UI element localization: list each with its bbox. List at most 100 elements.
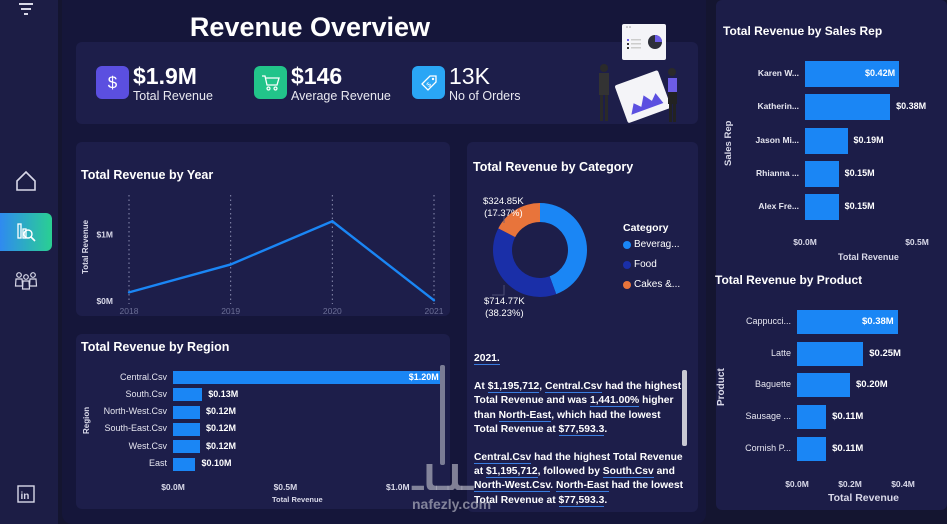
data-point[interactable] <box>331 220 334 223</box>
x-tick-label: $0.0M <box>161 482 185 492</box>
category-label: Alex Fre... <box>758 201 799 212</box>
data-label-pct: (38.23%) <box>485 308 524 319</box>
bar[interactable] <box>173 422 200 436</box>
analytics-icon <box>17 223 36 242</box>
cart-icon <box>254 66 287 99</box>
data-label: $0.11M <box>832 411 864 423</box>
category-label: East <box>148 458 167 468</box>
data-label: $0.38M <box>862 316 894 327</box>
category-label: Karen W... <box>757 68 799 78</box>
x-tick-label: $0.2M <box>838 479 862 489</box>
svg-text:$: $ <box>425 81 433 89</box>
x-axis-label: Total Revenue <box>272 495 323 504</box>
kpi-orders: $ 13K No of Orders <box>412 63 521 103</box>
donut-slice[interactable] <box>493 228 557 297</box>
kpi-label: Total Revenue <box>133 89 213 103</box>
y-tick-label: $0M <box>96 296 113 306</box>
bar[interactable] <box>805 127 848 154</box>
bar[interactable] <box>797 373 850 398</box>
category-label: Cornish P... <box>745 442 791 453</box>
y-tick-label: $1M <box>96 230 113 240</box>
watermark-text: nafezly.com <box>412 496 492 512</box>
category-label: Baguette <box>754 379 791 390</box>
bar[interactable] <box>797 310 898 334</box>
nav-home[interactable] <box>0 162 52 200</box>
x-axis-label: Total Revenue <box>838 252 899 262</box>
bar[interactable] <box>805 94 891 121</box>
x-tick-label: $0.0M <box>785 479 809 489</box>
category-label: South-East.Csv <box>104 423 167 434</box>
legend-dot <box>623 240 631 249</box>
legend-dot <box>623 260 631 269</box>
bar[interactable] <box>805 61 900 87</box>
data-label: $0.12M <box>205 440 236 451</box>
sidebar: in <box>0 0 58 524</box>
narrative-text: 2021. <box>474 353 500 365</box>
category-label: Central.Csv <box>119 371 167 382</box>
smart-narrative: 2021. At $1,195,712, Central.Csv had the… <box>474 352 684 510</box>
legend-item-beverages[interactable]: Beverag... <box>623 239 680 250</box>
bar[interactable] <box>805 160 839 187</box>
x-tick-label: $0.4M <box>891 479 915 489</box>
kpi-label: Average Revenue <box>291 89 391 103</box>
bar[interactable] <box>797 405 827 430</box>
narrative-scrollbar[interactable] <box>682 370 687 446</box>
bar[interactable] <box>805 194 839 221</box>
data-label-value: $714.77K <box>484 296 525 307</box>
legend-item-food[interactable]: Food <box>623 259 657 270</box>
kpi-total-revenue: $ $1.9M Total Revenue <box>96 63 213 103</box>
data-label: $0.12M <box>205 423 236 434</box>
data-label: $0.15M <box>844 167 875 178</box>
bar[interactable] <box>173 405 200 419</box>
filter-button[interactable] <box>0 0 52 28</box>
narrative-paragraph: At $1,195,712, Central.Csv had the highe… <box>474 381 682 436</box>
data-label: $0.10M <box>201 458 232 468</box>
data-point[interactable] <box>127 291 131 294</box>
data-label-cakes: $324.85K (17.37%) <box>483 196 524 220</box>
x-axis-label: Total Revenue <box>828 492 899 504</box>
nav-sales-reps[interactable] <box>0 262 52 300</box>
legend-item-cakes[interactable]: Cakes &... <box>623 279 680 290</box>
legend-title: Category <box>623 222 669 234</box>
bar[interactable] <box>797 341 864 366</box>
legend-label: Cakes &... <box>634 279 681 290</box>
leader-line <box>492 214 505 223</box>
chart-title: Total Revenue by Category <box>473 160 634 174</box>
data-label-food: $714.77K (38.23%) <box>484 296 525 320</box>
nav-analytics[interactable] <box>0 213 52 251</box>
bar[interactable] <box>797 436 827 461</box>
data-point[interactable] <box>229 263 232 266</box>
tag-icon: $ <box>412 66 445 99</box>
x-tick-label: 2020 <box>323 306 342 316</box>
x-tick-label: $1.0M <box>385 482 410 492</box>
home-icon <box>16 170 36 191</box>
category-label: Cappucci... <box>745 316 791 326</box>
donut-chart <box>492 203 587 297</box>
region-scrollbar[interactable] <box>440 365 445 465</box>
data-label: $0.11M <box>832 442 864 454</box>
bar[interactable] <box>173 371 443 384</box>
chart-title: Total Revenue by Region <box>81 340 230 354</box>
chart-title: Total Revenue by Sales Rep <box>723 24 883 38</box>
data-label: $0.20M <box>856 379 888 391</box>
category-label: Sausage ... <box>745 411 791 422</box>
category-label: North-West.Csv <box>103 406 167 417</box>
category-label: West.Csv <box>128 440 167 451</box>
donut-slice[interactable] <box>498 203 540 238</box>
data-label: $0.38M <box>896 101 927 112</box>
donut-slice[interactable] <box>540 203 587 295</box>
data-label-pct: (17.37%) <box>484 208 523 219</box>
dashboard-illustration <box>599 24 677 123</box>
data-label-value: $324.85K <box>483 196 524 207</box>
legend-label: Beverag... <box>634 239 680 250</box>
category-label: Jason Mi... <box>755 134 799 145</box>
bar[interactable] <box>173 388 203 402</box>
data-point[interactable] <box>432 299 436 302</box>
bar[interactable] <box>173 440 200 454</box>
narrative-paragraph: Central.Csv had the highest Total Revenu… <box>474 452 684 507</box>
card-revenue-by-year <box>76 142 450 316</box>
leader-line <box>492 285 505 296</box>
bar[interactable] <box>173 457 196 471</box>
linkedin-link[interactable]: in <box>0 475 52 513</box>
